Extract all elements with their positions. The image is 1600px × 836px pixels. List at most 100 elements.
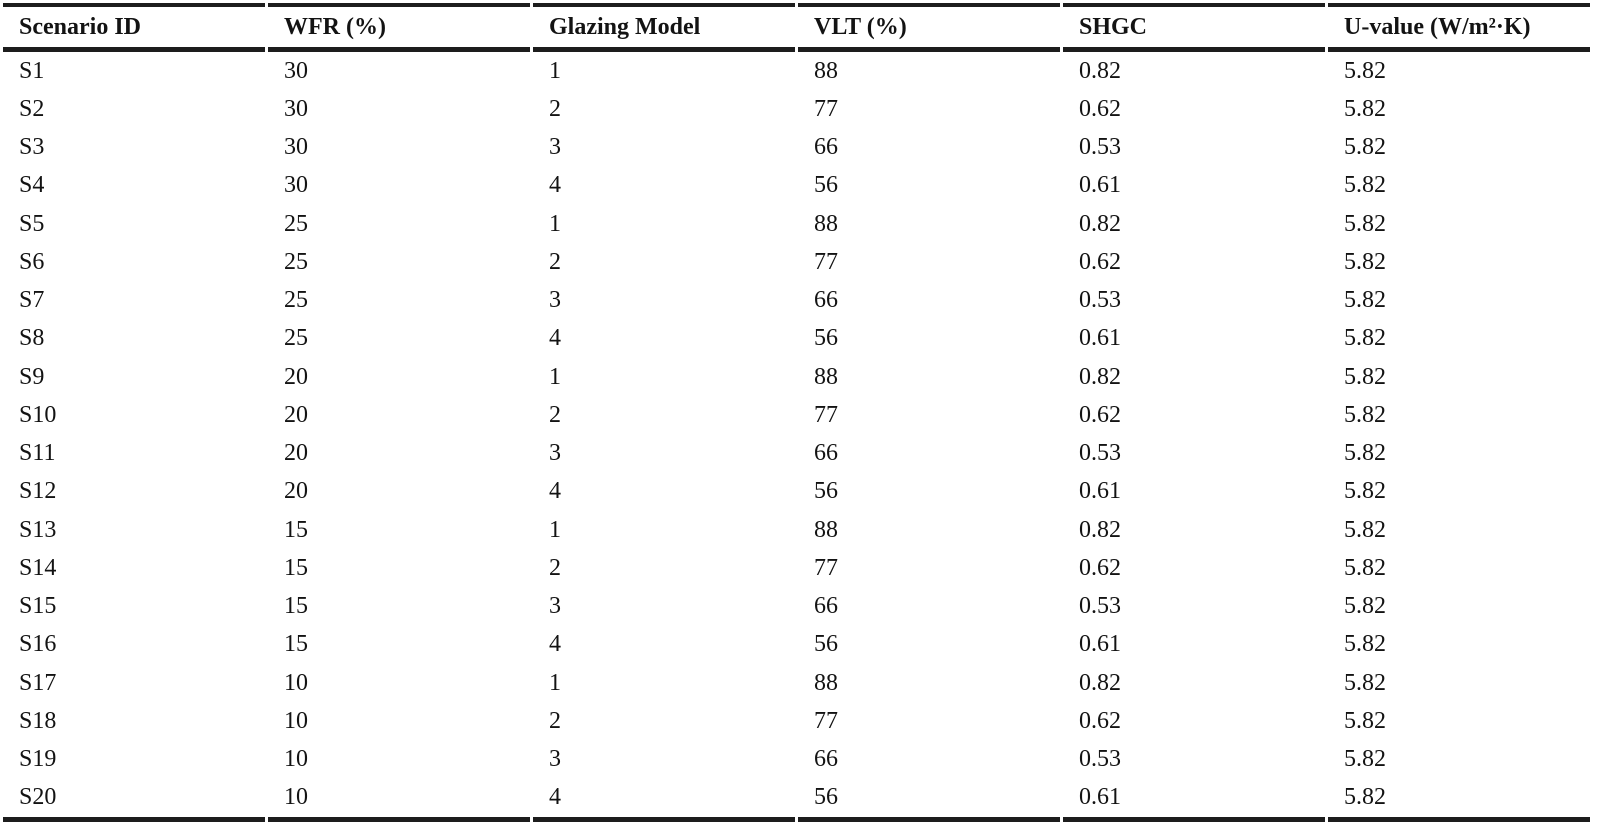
cell: S17 bbox=[19, 669, 57, 696]
cell: 2 bbox=[549, 401, 561, 428]
cell: 88 bbox=[814, 363, 838, 390]
cell: 5.82 bbox=[1344, 401, 1386, 428]
cell: 4 bbox=[549, 325, 561, 352]
cell: S14 bbox=[19, 554, 57, 581]
cell: 2 bbox=[549, 95, 561, 122]
cell: 5.82 bbox=[1344, 440, 1386, 467]
cell: 10 bbox=[284, 707, 308, 734]
cell: 15 bbox=[284, 516, 308, 543]
table-row: S18 10 2 77 0.62 5.82 bbox=[3, 702, 1590, 740]
cell: 66 bbox=[814, 134, 838, 161]
cell: 4 bbox=[533, 779, 795, 822]
cell: S11 bbox=[19, 440, 56, 467]
table-row: S12 20 4 56 0.61 5.82 bbox=[3, 473, 1590, 511]
column-header: U-value (W/m²·K) bbox=[1328, 3, 1590, 52]
cell: S5 bbox=[19, 210, 45, 237]
cell: 56 bbox=[814, 172, 838, 199]
column-header: Scenario ID bbox=[3, 3, 265, 52]
table-row: S6 25 2 77 0.62 5.82 bbox=[3, 243, 1590, 281]
cell: 0.61 bbox=[1079, 478, 1121, 505]
table-row: S20 10 4 56 0.61 5.82 bbox=[3, 779, 1590, 822]
cell: 5.82 bbox=[1344, 287, 1386, 314]
cell: S1 bbox=[19, 57, 45, 84]
cell: 10 bbox=[268, 779, 530, 822]
cell: S16 bbox=[19, 631, 57, 658]
column-header: WFR (%) bbox=[268, 3, 530, 52]
cell: S8 bbox=[19, 325, 45, 352]
cell: 5.82 bbox=[1344, 707, 1386, 734]
cell: 1 bbox=[549, 669, 561, 696]
cell: 0.82 bbox=[1079, 363, 1121, 390]
cell: 0.82 bbox=[1079, 516, 1121, 543]
cell: 0.82 bbox=[1079, 210, 1121, 237]
cell: 15 bbox=[284, 593, 308, 620]
cell: 0.61 bbox=[1063, 779, 1325, 822]
cell: 88 bbox=[814, 57, 838, 84]
cell: S15 bbox=[19, 593, 57, 620]
header-row: Scenario ID WFR (%) Glazing Model VLT (%) SH… bbox=[3, 3, 1590, 52]
table-row: S11 20 3 66 0.53 5.82 bbox=[3, 435, 1590, 473]
table-row: S14 15 2 77 0.62 5.82 bbox=[3, 549, 1590, 587]
cell: 0.62 bbox=[1079, 554, 1121, 581]
table-row: S4 30 4 56 0.61 5.82 bbox=[3, 167, 1590, 205]
cell: 5.82 bbox=[1344, 57, 1386, 84]
table-row: S10 20 2 77 0.62 5.82 bbox=[3, 396, 1590, 434]
table-body: S1 30 1 88 0.82 5.82 S2 30 2 77 0.62 5.82 S3 30 3 66 0.5… bbox=[3, 52, 1590, 822]
cell: 1 bbox=[549, 363, 561, 390]
cell: 25 bbox=[284, 210, 308, 237]
cell: 20 bbox=[284, 478, 308, 505]
cell: 20 bbox=[284, 401, 308, 428]
cell: 20 bbox=[284, 363, 308, 390]
cell: 0.62 bbox=[1079, 248, 1121, 275]
cell: 25 bbox=[284, 248, 308, 275]
cell: 4 bbox=[549, 631, 561, 658]
cell: 5.82 bbox=[1344, 669, 1386, 696]
cell: 0.62 bbox=[1079, 95, 1121, 122]
cell: 0.62 bbox=[1079, 707, 1121, 734]
cell: 1 bbox=[549, 516, 561, 543]
cell: 5.82 bbox=[1344, 363, 1386, 390]
column-header: SHGC bbox=[1063, 3, 1325, 52]
cell: S13 bbox=[19, 516, 57, 543]
cell: 77 bbox=[814, 707, 838, 734]
cell: S3 bbox=[19, 134, 45, 161]
cell: 77 bbox=[814, 248, 838, 275]
cell: 0.53 bbox=[1079, 746, 1121, 773]
cell: S12 bbox=[19, 478, 57, 505]
table-row: S2 30 2 77 0.62 5.82 bbox=[3, 90, 1590, 128]
cell: 88 bbox=[814, 669, 838, 696]
table-row: S15 15 3 66 0.53 5.82 bbox=[3, 588, 1590, 626]
cell: 88 bbox=[814, 210, 838, 237]
cell: 5.82 bbox=[1344, 210, 1386, 237]
cell: S2 bbox=[19, 95, 45, 122]
scenarios-table: Scenario ID WFR (%) Glazing Model VLT (%) SH… bbox=[0, 3, 1593, 822]
cell: S7 bbox=[19, 287, 45, 314]
cell: 77 bbox=[814, 401, 838, 428]
cell: 30 bbox=[284, 172, 308, 199]
cell: 30 bbox=[284, 95, 308, 122]
cell: 20 bbox=[284, 440, 308, 467]
cell: 5.82 bbox=[1344, 478, 1386, 505]
column-header: Glazing Model bbox=[533, 3, 795, 52]
cell: 10 bbox=[284, 669, 308, 696]
cell: 10 bbox=[284, 746, 308, 773]
cell: 25 bbox=[284, 325, 308, 352]
cell: 77 bbox=[814, 554, 838, 581]
cell: S4 bbox=[19, 172, 45, 199]
cell: 4 bbox=[549, 478, 561, 505]
cell: 15 bbox=[284, 554, 308, 581]
cell: 88 bbox=[814, 516, 838, 543]
table-row: S8 25 4 56 0.61 5.82 bbox=[3, 320, 1590, 358]
cell: 66 bbox=[814, 440, 838, 467]
cell: 3 bbox=[549, 440, 561, 467]
cell: 0.53 bbox=[1079, 134, 1121, 161]
cell: 5.82 bbox=[1344, 172, 1386, 199]
cell: S18 bbox=[19, 707, 57, 734]
cell: 5.82 bbox=[1344, 516, 1386, 543]
cell: 25 bbox=[284, 287, 308, 314]
cell: 4 bbox=[549, 172, 561, 199]
column-header: VLT (%) bbox=[798, 3, 1060, 52]
table-row: S13 15 1 88 0.82 5.82 bbox=[3, 511, 1590, 549]
cell: 2 bbox=[549, 248, 561, 275]
cell: 77 bbox=[814, 95, 838, 122]
